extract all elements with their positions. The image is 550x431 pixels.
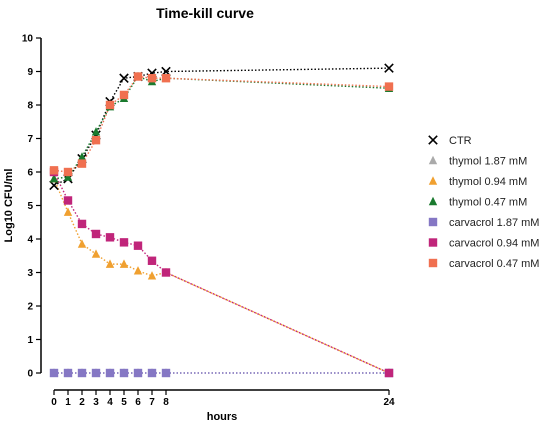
data-point-square <box>428 258 438 268</box>
x-tick-label: 1 <box>65 397 71 408</box>
data-point-square <box>49 368 59 378</box>
data-point-square <box>384 368 394 378</box>
legend-label: carvacrol 0.94 mM <box>449 238 539 250</box>
x-tick-label: 8 <box>163 397 169 408</box>
series-line <box>53 75 390 180</box>
legend-item: carvacrol 0.47 mM <box>428 258 539 270</box>
data-point-triangle <box>63 172 73 181</box>
data-point-square <box>105 233 115 242</box>
data-point-square <box>161 268 171 277</box>
data-point-square <box>428 217 438 227</box>
y-tick-label: 6 <box>27 168 33 179</box>
legend-label: thymol 0.47 mM <box>449 197 527 209</box>
legend-item: carvacrol 0.94 mM <box>428 238 539 250</box>
y-tick-label: 1 <box>27 335 33 346</box>
data-point-triangle <box>147 271 157 280</box>
data-point-square <box>63 167 73 177</box>
data-point-cross <box>428 135 438 145</box>
data-point-square <box>147 256 157 265</box>
data-point-square <box>119 90 129 100</box>
y-tick-label: 9 <box>27 67 33 78</box>
y-tick-label: 10 <box>22 34 34 45</box>
data-point-triangle <box>428 196 438 206</box>
x-tick-label: 3 <box>93 397 99 408</box>
legend-item: carvacrol 1.87 mM <box>428 217 539 229</box>
y-tick-label: 5 <box>27 201 33 212</box>
y-tick-label: 4 <box>27 235 33 246</box>
data-point-square <box>49 166 59 175</box>
chart-title: Time-kill curve <box>156 5 254 21</box>
data-point-square <box>63 368 73 378</box>
data-point-cross <box>119 73 129 83</box>
data-point-square <box>161 74 171 83</box>
data-point-triangle <box>119 259 129 268</box>
series-line <box>53 171 390 374</box>
legend-item: thymol 0.47 mM <box>428 196 527 209</box>
series-line <box>53 178 390 374</box>
data-point-square <box>133 368 143 378</box>
legend-label: thymol 0.94 mM <box>449 176 527 188</box>
data-point-triangle <box>63 207 73 216</box>
legend-label: carvacrol 1.87 mM <box>449 217 539 229</box>
data-point-square <box>105 368 115 378</box>
data-point-triangle <box>133 266 143 275</box>
data-point-square <box>63 196 73 205</box>
y-tick-label: 3 <box>27 268 33 279</box>
data-point-square <box>119 368 129 378</box>
data-point-square <box>428 238 438 247</box>
data-point-square <box>119 238 129 247</box>
data-point-triangle <box>49 174 59 183</box>
legend: CTR thymol 1.87 mM thymol 0.94 mM thymol 0.… <box>428 135 539 270</box>
data-point-square <box>91 135 101 145</box>
data-point-triangle <box>91 127 101 136</box>
data-point-square <box>77 159 87 168</box>
data-point-square <box>147 368 157 378</box>
data-point-cross <box>384 63 394 73</box>
data-point-square <box>384 82 394 91</box>
legend-label: CTR <box>449 135 472 147</box>
data-point-triangle <box>77 239 87 248</box>
y-tick-label: 2 <box>27 302 33 313</box>
data-point-triangle <box>428 176 438 185</box>
x-tick-label: 24 <box>383 397 395 408</box>
series-markers <box>49 63 394 378</box>
data-point-triangle <box>105 259 115 268</box>
y-tick-label: 0 <box>27 369 33 380</box>
x-tick-label: 6 <box>135 397 141 408</box>
legend-label: thymol 1.87 mM <box>449 156 527 168</box>
data-point-square <box>161 368 171 378</box>
x-tick-label: 2 <box>79 397 85 408</box>
legend-label: carvacrol 0.47 mM <box>449 258 539 270</box>
data-point-square <box>133 241 143 250</box>
y-tick-label: 8 <box>27 101 33 112</box>
data-point-triangle <box>77 152 87 161</box>
legend-item: thymol 1.87 mM <box>428 155 527 168</box>
series-line <box>53 75 390 173</box>
data-point-triangle <box>91 249 101 258</box>
data-point-square <box>91 229 101 239</box>
data-point-square <box>133 72 143 81</box>
y-axis-label: Log10 CFU/ml <box>3 169 15 243</box>
legend-item: thymol 0.94 mM <box>428 176 527 188</box>
data-point-square <box>77 368 87 378</box>
x-tick-label: 4 <box>107 397 113 408</box>
x-tick-label: 7 <box>149 397 155 408</box>
y-tick-label: 7 <box>27 134 33 145</box>
x-axis-label: hours <box>207 411 238 423</box>
data-point-square <box>77 219 87 229</box>
series-lines <box>53 67 390 374</box>
data-point-cross <box>49 180 59 191</box>
legend-item: CTR <box>428 135 472 147</box>
data-point-triangle <box>428 155 438 165</box>
x-tick-label: 5 <box>121 397 127 408</box>
x-tick-label: 0 <box>51 397 57 408</box>
data-point-square <box>91 368 101 378</box>
data-point-square <box>105 100 115 110</box>
data-point-square <box>147 74 157 83</box>
